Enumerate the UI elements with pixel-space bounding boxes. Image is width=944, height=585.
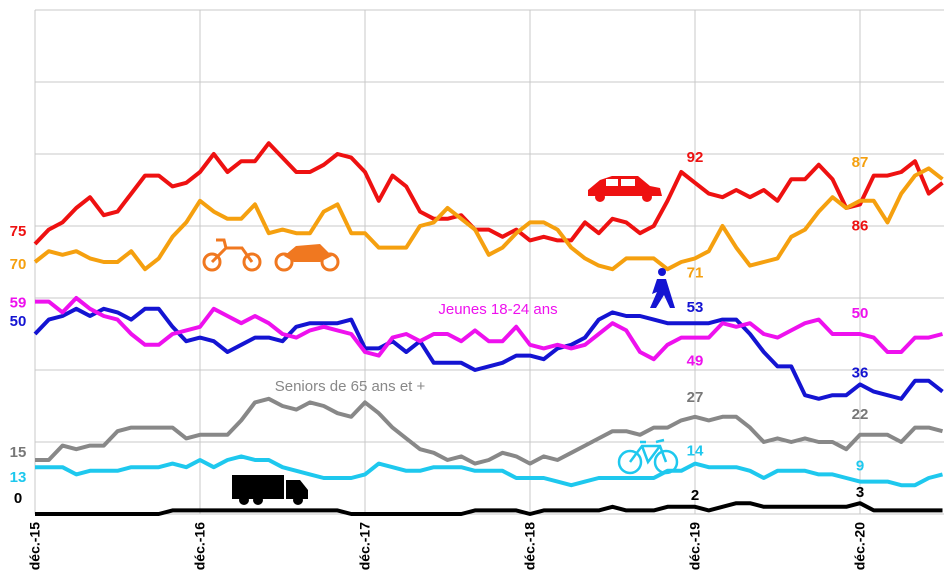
motorbike-icon: [274, 244, 340, 272]
x-tick-label: déc.-17: [357, 522, 373, 570]
data-label: 71: [687, 264, 704, 281]
lines: [33, 141, 944, 516]
grid: [34, 9, 944, 515]
data-label: 87: [852, 154, 869, 171]
series-name: Jeunes 18-24 ans: [438, 301, 557, 318]
data-label: 86: [852, 217, 869, 234]
data-label: 2: [691, 487, 699, 504]
series-line: [35, 501, 943, 516]
car-icon: [588, 176, 662, 202]
data-label: 0: [14, 490, 22, 507]
pedestrian-icon: [650, 268, 675, 308]
series-line: [33, 141, 944, 246]
data-label: 53: [687, 299, 704, 316]
data-label: 49: [687, 353, 704, 370]
x-tick-label: déc.-18: [522, 522, 538, 570]
bicycle-icon: [617, 438, 679, 475]
x-tick-label: déc.-16: [192, 522, 208, 570]
data-label: 14: [687, 443, 704, 460]
x-tick-label: déc.-15: [27, 522, 43, 570]
data-label: 3: [856, 484, 864, 501]
data-label: 50: [10, 313, 27, 330]
data-label: 15: [10, 444, 27, 461]
icons: [202, 176, 679, 505]
series-line: [35, 454, 944, 488]
moped-icon: [202, 238, 262, 272]
data-label: 36: [852, 364, 869, 381]
data-label: 59: [10, 295, 27, 312]
data-label: 13: [10, 469, 27, 486]
series-line: [33, 306, 944, 401]
x-tick-label: déc.-20: [852, 522, 868, 570]
series-line: [33, 166, 944, 272]
series-name: Seniors de 65 ans et +: [275, 378, 426, 395]
series-line: [35, 396, 944, 466]
series-line: [35, 296, 944, 362]
data-label: 22: [852, 406, 869, 423]
data-label: 75: [10, 223, 27, 240]
data-label: 27: [687, 389, 704, 406]
data-label: 70: [10, 256, 27, 273]
data-label: 50: [852, 305, 869, 322]
data-label: 92: [687, 149, 704, 166]
data-label: 9: [856, 458, 864, 475]
truck-icon: [232, 475, 308, 505]
x-tick-label: déc.-19: [687, 522, 703, 570]
